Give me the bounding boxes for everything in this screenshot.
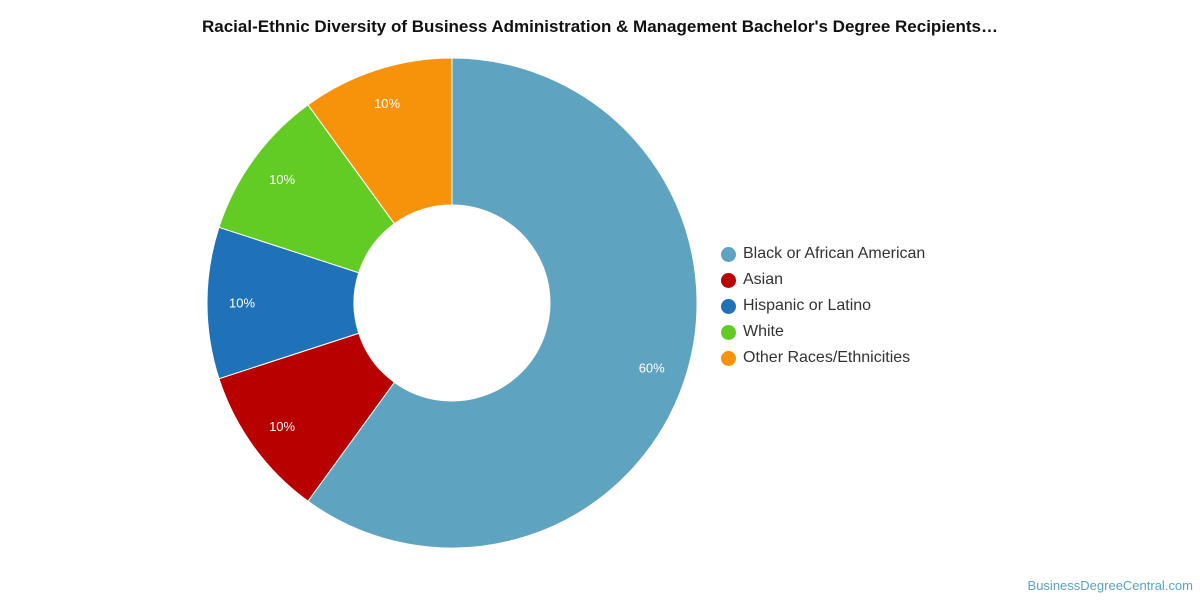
legend-swatch	[721, 324, 736, 340]
legend-swatch	[721, 272, 736, 288]
slice-percent-label: 10%	[269, 172, 295, 187]
legend-label: Hispanic or Latino	[743, 297, 872, 314]
legend-item[interactable]: Asian	[721, 267, 925, 293]
legend-swatch	[721, 298, 736, 314]
legend-label: Black or African American	[743, 245, 926, 262]
legend-item[interactable]: Hispanic or Latino	[721, 293, 925, 319]
slice-labels: 60% 10% 10% 10% 10%	[229, 96, 665, 434]
legend-item[interactable]: Black or African American	[721, 241, 925, 267]
slice-percent-label: 60%	[639, 360, 665, 375]
watermark: BusinessDegreeCentral.com	[1027, 578, 1193, 593]
slice-percent-label: 10%	[374, 96, 400, 111]
legend-item[interactable]: White	[721, 319, 925, 345]
legend-label: White	[743, 323, 784, 340]
legend-swatch	[721, 246, 736, 262]
legend-label: Other Races/Ethnicities	[743, 349, 911, 366]
legend-item[interactable]: Other Races/Ethnicities	[721, 345, 925, 371]
donut-slices	[206, 57, 698, 549]
legend-label: Asian	[743, 271, 784, 288]
slice-percent-label: 10%	[269, 419, 295, 434]
legend-swatch	[721, 350, 736, 366]
slice-percent-label: 10%	[229, 296, 255, 311]
chart-legend: Black or African American Asian Hispanic o…	[721, 241, 925, 371]
chart-title: Racial-Ethnic Diversity of Business Admi…	[201, 17, 998, 36]
donut-slice[interactable]	[307, 57, 453, 225]
donut-slice[interactable]	[307, 57, 698, 549]
